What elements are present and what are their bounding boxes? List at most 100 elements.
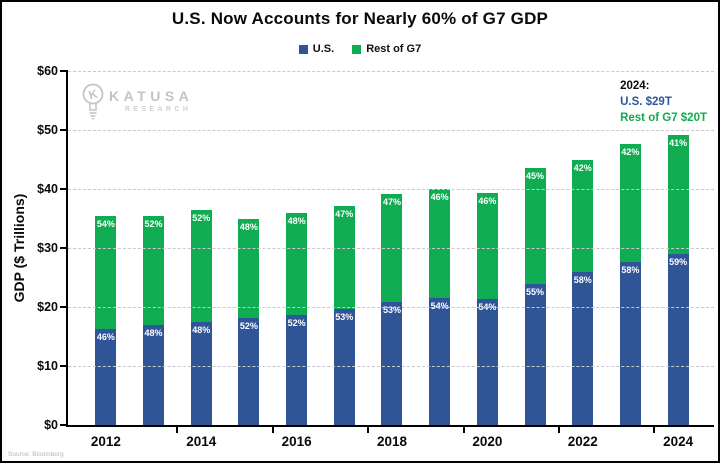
gridline	[68, 130, 714, 131]
y-tick-label: $10	[37, 359, 58, 373]
x-tick	[653, 427, 656, 433]
y-tick-label: $60	[37, 64, 58, 78]
bar-segment-us: 46%	[95, 328, 117, 425]
y-tick	[60, 247, 68, 249]
bar-segment-rog7-pct-label: 42%	[573, 163, 592, 174]
bar-slot-2022: 42% 58% 2022	[559, 71, 607, 449]
bar-segment-rog7-pct-label: 47%	[382, 196, 401, 207]
bars-row: 54% 46% 2012 52% 48% 52% 48% 2014 48% 52% 48% 52% 20…	[82, 71, 702, 449]
bar-segment-us: 59%	[667, 253, 689, 425]
gridline	[68, 189, 714, 190]
callout-us-value: U.S. $29T	[620, 96, 672, 109]
bar-segment-rog7: 42%	[572, 160, 594, 272]
bar-segment-rog7-pct-label: 46%	[478, 195, 497, 206]
stacked-bar-2014: 52% 48%	[190, 71, 212, 425]
rog7-legend-swatch-icon	[352, 44, 362, 54]
bar-slot-2020: 46% 54% 2020	[464, 71, 512, 449]
x-tick-label: 2014	[186, 434, 217, 449]
x-tick-label: 2024	[663, 434, 694, 449]
y-tick	[60, 306, 68, 308]
legend-item-rog7-label: Rest of G7	[366, 43, 422, 55]
y-tick	[60, 70, 68, 72]
legend-item-us: U.S.	[298, 43, 335, 55]
stacked-bar-2023: 42% 58%	[619, 71, 641, 425]
gridline	[68, 248, 714, 249]
stacked-bar-2019: 46% 54%	[429, 71, 451, 425]
bar-segment-us-pct-label: 46%	[96, 331, 115, 342]
bar-segment-rog7: 52%	[190, 210, 212, 322]
bar-segment-us-pct-label: 48%	[144, 327, 163, 338]
bar-segment-rog7: 46%	[476, 192, 498, 300]
bar-segment-us-pct-label: 48%	[192, 324, 211, 335]
watermark-text: KATUSA RESEARCH	[109, 88, 193, 113]
bar-segment-rog7: 42%	[619, 143, 641, 262]
bar-segment-rog7-pct-label: 41%	[669, 137, 688, 148]
bar-segment-rog7-pct-label: 46%	[430, 192, 449, 203]
bar-segment-rog7: 54%	[95, 216, 117, 329]
callout-heading: 2024:	[620, 80, 650, 92]
bar-segment-us: 54%	[476, 299, 498, 425]
y-tick	[60, 365, 68, 367]
legend-item-us-label: U.S.	[312, 43, 335, 55]
watermark-subbrand: RESEARCH	[124, 106, 192, 113]
bar-segment-us: 53%	[381, 302, 403, 425]
y-axis-tick-labels: $60 $50 $40 $30 $20 $10 $0	[2, 64, 58, 432]
y-tick-label: $0	[44, 418, 58, 432]
x-tick	[176, 427, 179, 433]
bar-slot-2014: 52% 48% 2014	[177, 71, 225, 449]
gridline	[68, 71, 714, 72]
stacked-bar-2022: 42% 58%	[572, 71, 594, 425]
x-tick	[271, 427, 274, 433]
stacked-bar-2015: 48% 52%	[238, 71, 260, 425]
y-tick-label: $40	[37, 182, 58, 196]
bar-segment-rog7-pct-label: 54%	[96, 219, 115, 230]
bar-segment-rog7: 45%	[524, 168, 546, 284]
bar-segment-rog7: 41%	[667, 134, 689, 254]
bar-segment-rog7-pct-label: 45%	[526, 171, 545, 182]
bar-segment-us-pct-label: 58%	[621, 264, 640, 275]
bar-slot-2023: 42% 58%	[607, 71, 655, 425]
bar-segment-rog7-pct-label: 42%	[621, 146, 640, 157]
x-tick	[462, 427, 465, 433]
bar-segment-rog7: 47%	[333, 206, 355, 309]
x-tick	[557, 427, 560, 433]
stacked-bar-2012: 54% 46%	[95, 71, 117, 425]
stacked-bar-2013: 52% 48%	[143, 71, 165, 425]
gridline	[68, 307, 714, 308]
stacked-bar-2021: 45% 55%	[524, 71, 546, 425]
stacked-bar-2016: 48% 52%	[286, 71, 308, 425]
y-tick	[60, 129, 68, 131]
bar-slot-2019: 46% 54%	[416, 71, 464, 425]
bar-slot-2024: 41% 59% 2024	[654, 71, 702, 449]
bar-segment-us-pct-label: 54%	[430, 300, 449, 311]
bar-segment-us: 48%	[190, 321, 212, 425]
plot-area: 54% 46% 2012 52% 48% 52% 48% 2014 48% 52% 48% 52% 20…	[60, 70, 714, 449]
us-legend-swatch-icon	[298, 44, 308, 54]
x-tick-label: 2018	[376, 434, 407, 449]
bar-segment-rog7: 48%	[238, 219, 260, 319]
bar-slot-2016: 48% 52% 2016	[273, 71, 321, 449]
bar-segment-rog7-pct-label: 47%	[335, 209, 354, 220]
bar-segment-rog7-pct-label: 48%	[287, 216, 306, 227]
bar-segment-rog7: 48%	[286, 213, 308, 315]
x-tick	[367, 427, 370, 433]
bar-segment-us: 48%	[143, 324, 165, 425]
y-tick-label: $20	[37, 300, 58, 314]
x-tick-label: 2020	[472, 434, 503, 449]
stacked-bar-2020: 46% 54%	[476, 71, 498, 425]
y-tick	[60, 424, 68, 426]
stacked-bar-2024: 41% 59%	[667, 71, 689, 425]
bar-segment-rog7: 52%	[143, 215, 165, 325]
bar-slot-2015: 48% 52%	[225, 71, 273, 425]
bar-slot-2013: 52% 48%	[130, 71, 178, 425]
bar-segment-rog7-pct-label: 52%	[192, 213, 211, 224]
chart-title: U.S. Now Accounts for Nearly 60% of G7 G…	[171, 9, 549, 28]
bar-segment-rog7: 46%	[429, 189, 451, 298]
gridline	[68, 366, 714, 367]
callout-2024: 2024: U.S. $29T Rest of G7 $20T	[620, 78, 707, 126]
bar-segment-us-pct-label: 59%	[669, 256, 688, 267]
bar-segment-us: 58%	[619, 261, 641, 425]
y-tick-label: $50	[37, 123, 58, 137]
bar-segment-us: 55%	[524, 284, 546, 425]
